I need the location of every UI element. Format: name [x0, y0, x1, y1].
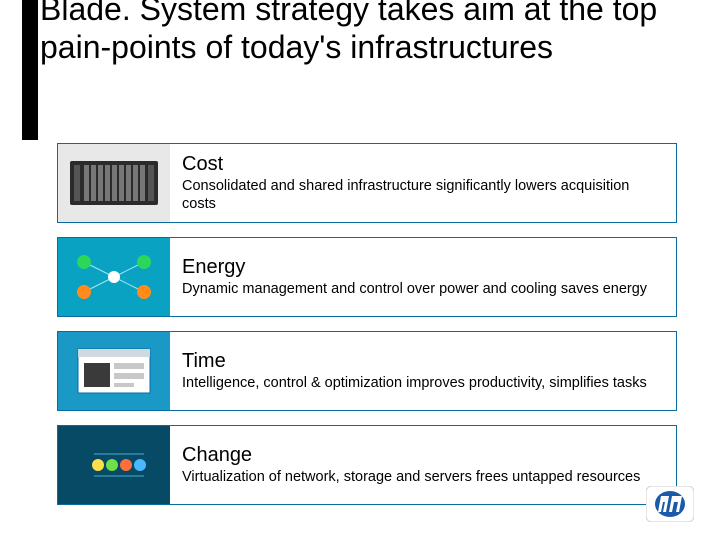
row-desc: Intelligence, control & optimization imp… — [182, 375, 666, 392]
row-desc: Dynamic management and control over powe… — [182, 281, 666, 298]
list-item: Cost Consolidated and shared infrastruct… — [57, 143, 677, 223]
row-title: Change — [182, 444, 666, 467]
row-desc: Consolidated and shared infrastructure s… — [182, 178, 666, 213]
list-item: Energy Dynamic management and control ov… — [57, 237, 677, 317]
energy-nodes-icon — [58, 238, 170, 316]
hp-logo-icon — [646, 486, 694, 522]
monitor-window-icon — [58, 332, 170, 410]
list-item: Change Virtualization of network, storag… — [57, 425, 677, 505]
accent-bar — [22, 0, 38, 140]
row-title: Energy — [182, 256, 666, 279]
row-desc: Virtualization of network, storage and s… — [182, 469, 666, 486]
fiber-lights-icon — [58, 426, 170, 504]
row-title: Time — [182, 350, 666, 373]
list-item: Time Intelligence, control & optimizatio… — [57, 331, 677, 411]
pain-point-list: Cost Consolidated and shared infrastruct… — [57, 143, 677, 519]
page-title: Blade. System strategy takes aim at the … — [40, 0, 680, 67]
server-rack-icon — [58, 144, 170, 222]
row-title: Cost — [182, 153, 666, 176]
